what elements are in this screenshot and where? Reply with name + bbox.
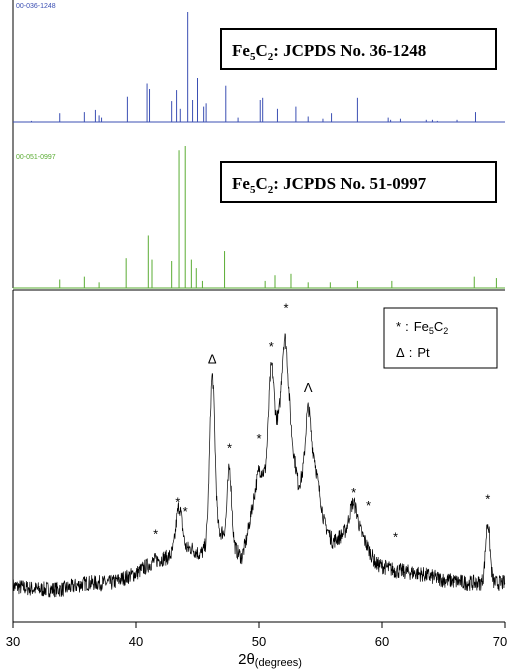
peak-marker-10: * <box>366 498 371 513</box>
peak-marker-7: * <box>284 301 289 316</box>
legend: *: Fe5C2 Δ: Pt <box>383 307 498 369</box>
x-tick-label-1: 40 <box>129 634 143 649</box>
reference-2-peaks <box>59 146 497 288</box>
reference-2-box-label: Fe5C2: JCPDS No. 51-0997 <box>232 174 427 196</box>
x-axis-label-main: 2θ <box>238 651 255 668</box>
x-axis-ticks: 30 40 50 60 70 <box>6 622 507 649</box>
reference-panel-2: 00-051-0997 Fe5C2: JCPDS No. 51-0997 <box>12 145 505 289</box>
ref2-compound: Fe <box>232 174 250 193</box>
legend-box <box>383 307 498 369</box>
ref2-sub1: 5 <box>250 184 256 196</box>
legend-entry-fe5c2: *: Fe5C2 <box>396 319 448 336</box>
ref2-mid: C <box>255 174 267 193</box>
legend-1-symbol: * <box>396 319 401 334</box>
peak-marker-12: * <box>485 492 490 507</box>
reference-1-box <box>220 28 497 70</box>
legend-1-text: Fe <box>414 319 429 334</box>
legend-entry-pt: Δ: Pt <box>396 345 430 360</box>
peak-marker-6: * <box>269 339 274 354</box>
legend-1-text2: C <box>434 319 443 334</box>
x-tick-label-0: 30 <box>6 634 20 649</box>
reference-1-box-label: Fe5C2: JCPDS No. 36-1248 <box>232 41 426 63</box>
reference-1-peaks <box>30 12 476 122</box>
peak-marker-9: * <box>351 485 356 500</box>
legend-1-sep: : <box>405 319 409 334</box>
x-tick-label-3: 60 <box>375 634 389 649</box>
peak-marker-2: * <box>183 504 188 519</box>
peak-marker-0: * <box>153 527 158 542</box>
x-axis-label: 2θ(degrees) <box>238 651 302 669</box>
reference-2-box <box>220 161 497 203</box>
peak-markers: ***Δ****Λ**** <box>153 301 490 545</box>
x-tick-label-4: 70 <box>493 634 507 649</box>
ref1-compound: Fe <box>232 41 250 60</box>
measured-panel: 30 40 50 60 70 ***Δ****Λ**** *: Fe5C2 Δ: Pt 2θ… <box>6 289 507 669</box>
ref1-mid: C <box>255 41 267 60</box>
peak-marker-8: Λ <box>304 380 313 395</box>
legend-2-text: Pt <box>417 345 430 360</box>
ref1-rest: : JCPDS No. 36-1248 <box>273 41 426 60</box>
peak-marker-4: * <box>227 441 232 456</box>
legend-1-sub2: 2 <box>443 326 448 336</box>
ref1-sub1: 5 <box>250 51 256 63</box>
peak-marker-1: * <box>175 495 180 510</box>
legend-2-sep: : <box>409 345 413 360</box>
peak-marker-3: Δ <box>208 352 217 367</box>
ref2-sub2: 2 <box>268 184 274 196</box>
reference-2-code: 00-051-0997 <box>16 154 56 161</box>
x-tick-label-2: 50 <box>252 634 266 649</box>
legend-2-symbol: Δ <box>396 345 405 360</box>
peak-marker-5: * <box>256 431 261 446</box>
ref1-sub2: 2 <box>268 51 274 63</box>
xrd-pattern-line <box>12 333 506 598</box>
legend-1-sub1: 5 <box>429 326 434 336</box>
reference-panel-1: 00-036-1248 Fe5C2: JCPDS No. 36-1248 <box>12 0 505 145</box>
peak-marker-11: * <box>393 530 398 545</box>
x-axis-label-unit: (degrees) <box>255 657 302 669</box>
reference-1-code: 00-036-1248 <box>16 3 56 10</box>
ref2-rest: : JCPDS No. 51-0997 <box>273 174 426 193</box>
